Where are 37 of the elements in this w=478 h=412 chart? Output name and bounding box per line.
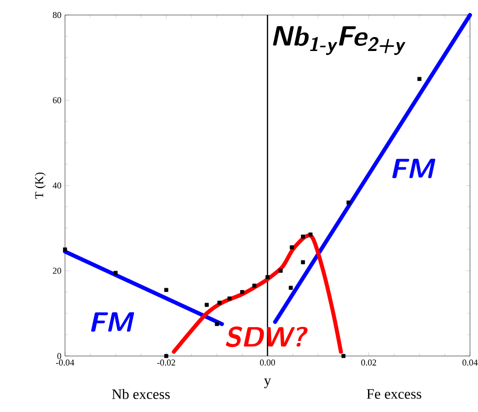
point [308, 232, 313, 237]
point [217, 300, 222, 305]
x-tick-label: 0.00 [260, 360, 276, 366]
x-tick-label: -0.02 [157, 360, 176, 366]
annotation: Nb$_{1-y}$Fe$_{2+y}$ [273, 26, 406, 55]
text: Fe excess [366, 389, 422, 399]
y-tick-label: 80 [52, 12, 62, 18]
point [240, 290, 244, 294]
point [164, 354, 168, 358]
series-label: FM [91, 312, 134, 332]
point [346, 200, 350, 205]
point [278, 268, 283, 273]
text: Nb excess [112, 388, 170, 400]
y-tick-label: 20 [52, 268, 62, 274]
y-tick-label: 0 [57, 352, 62, 360]
point [300, 260, 305, 264]
x-tick-label: -0.04 [56, 360, 74, 366]
point [341, 354, 346, 358]
point [266, 275, 270, 280]
y-tick-label: 60 [52, 97, 62, 104]
series-label: FM [392, 158, 436, 178]
x-tick-label: 0.04 [462, 360, 478, 366]
x-tick-label: 0.02 [361, 360, 376, 366]
point [300, 234, 305, 239]
point [290, 245, 294, 250]
point [164, 288, 168, 292]
x-axis-title: y [264, 378, 272, 388]
point [214, 322, 219, 326]
point [252, 284, 256, 288]
point [288, 286, 293, 290]
y-axis-title: T (K) [34, 172, 46, 199]
y-tick-label: 40 [52, 182, 62, 189]
point [417, 76, 422, 81]
point [114, 270, 118, 275]
point [228, 296, 232, 300]
point [204, 302, 209, 307]
point [63, 247, 67, 252]
